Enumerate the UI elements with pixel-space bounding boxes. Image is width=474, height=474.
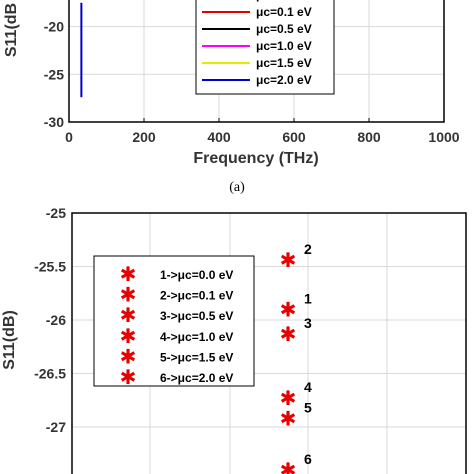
bottom-legend-marker: ✱ [120, 262, 137, 286]
chart-a: 0 200 400 600 800 1000 -20 -25 -30 Frequency (T… [3, 0, 460, 195]
bottom-y-tick-label: -25 [46, 205, 66, 221]
top-y-tick-labels: -20 -25 -30 [44, 19, 64, 130]
top-x-tick-label: 200 [132, 129, 156, 145]
top-legend-label: μc=1.0 eV [256, 39, 312, 53]
bottom-legend-label: 1->μc=0.0 eV [160, 268, 233, 282]
top-x-tick-labels: 0 200 400 600 800 1000 [65, 129, 460, 145]
bottom-legend-label: 4->μc=1.0 eV [160, 330, 233, 344]
top-y-tick-label: -20 [44, 19, 64, 35]
bottom-legend-marker: ✱ [120, 324, 137, 348]
bottom-y-tick-label: -26 [46, 312, 66, 328]
top-x-tick-label: 600 [282, 129, 306, 145]
bottom-point-label: 4 [304, 379, 312, 395]
bottom-points: ✱ 2 ✱ 1 ✱ 3 ✱ 4 ✱ 5 ✱ 6 [280, 241, 312, 474]
top-x-tick-label: 400 [207, 129, 231, 145]
bottom-point-label: 3 [304, 315, 312, 331]
bottom-legend-box [93, 255, 255, 387]
top-y-tick-label: -25 [44, 66, 64, 82]
top-plot-area [68, 0, 445, 123]
bottom-plot-frame [71, 212, 467, 474]
bottom-point-label: 5 [304, 399, 312, 415]
bottom-point-label: 6 [304, 451, 312, 467]
bottom-legend-label: 3->μc=0.5 eV [160, 309, 233, 323]
bottom-point-label: 1 [304, 290, 312, 306]
bottom-point-marker: ✱ [280, 248, 297, 272]
top-legend-label: μc=0.5 eV [256, 22, 312, 36]
bottom-y-tick-label: -25.5 [34, 259, 66, 275]
top-y-axis-label: S11(dB [3, 3, 20, 57]
bottom-legend-marker: ✱ [120, 365, 137, 389]
top-legend-label: μc=0.1 eV [256, 5, 312, 19]
bottom-legend-marker: ✱ [120, 344, 137, 368]
caption-a: (a) [229, 180, 245, 195]
bottom-y-tick-labels: -25 -25.5 -26 -26.5 -27 [34, 205, 66, 435]
top-legend-label: μc=2.0 eV [256, 73, 312, 87]
bottom-legend: ✱ 1->μc=0.0 eV ✱ 2->μc=0.1 eV ✱ 3->μc=0.5 eV ✱… [93, 255, 255, 389]
bottom-point-marker: ✱ [280, 386, 297, 410]
bottom-y-tick-label: -27 [46, 419, 66, 435]
bottom-y-axis-label: S11(dB) [1, 310, 18, 370]
top-legend-label: μc=1.5 eV [256, 56, 312, 70]
top-legend: μc=0.0 eV μc=0.1 eV μc=0.5 eV μc=1.0 eV μc=1… [195, 0, 335, 95]
bottom-legend-label: 2->μc=0.1 eV [160, 289, 233, 303]
bottom-point-marker: ✱ [280, 322, 297, 346]
bottom-point-label: 2 [304, 241, 312, 257]
top-x-tick-label: 1000 [428, 129, 459, 145]
chart-b: -25 -25.5 -26 -26.5 -27 S11(dB) ✱ 1->μc=0.0 e… [1, 205, 467, 474]
bottom-point-marker: ✱ [280, 406, 297, 430]
top-x-tick-label: 0 [65, 129, 73, 145]
bottom-legend-marker: ✱ [120, 283, 137, 307]
bottom-point-marker: ✱ [280, 458, 297, 474]
bottom-legend-label: 6->μc=2.0 eV [160, 371, 233, 385]
top-x-axis-label: Frequency (THz) [193, 150, 318, 167]
top-x-tick-label: 800 [357, 129, 381, 145]
bottom-y-tick-label: -26.5 [34, 366, 66, 382]
bottom-legend-label: 5->μc=1.5 eV [160, 350, 233, 364]
top-legend-label: μc=0.0 eV [256, 0, 312, 2]
bottom-legend-marker: ✱ [120, 303, 137, 327]
top-y-tick-label: -30 [44, 114, 64, 130]
bottom-point-marker: ✱ [280, 297, 297, 321]
